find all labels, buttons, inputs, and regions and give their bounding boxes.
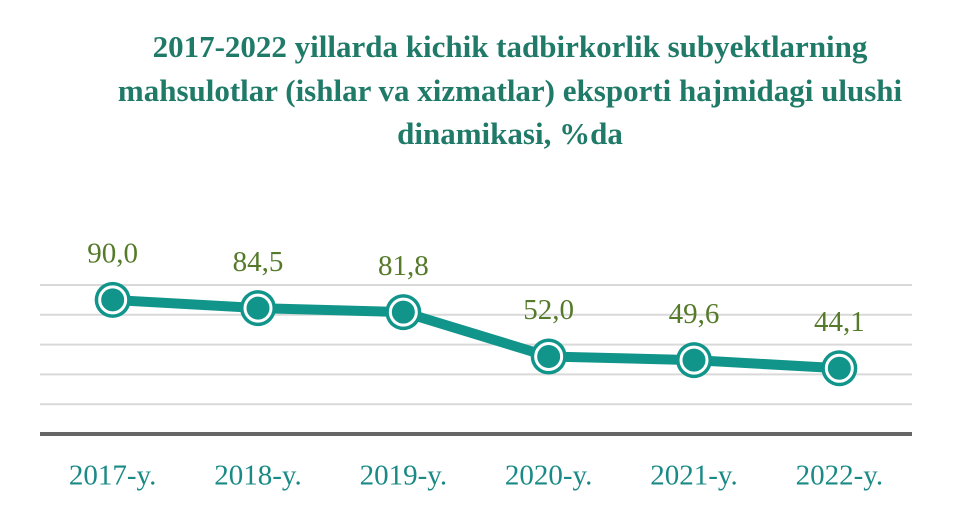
x-tick-label: 2020-y.	[505, 460, 593, 492]
marker-ring	[679, 345, 709, 375]
x-tick-label: 2022-y.	[796, 460, 884, 492]
marker-ring	[388, 297, 418, 327]
marker-ring	[243, 293, 273, 323]
value-label: 90,0	[87, 238, 138, 270]
x-tick-label: 2019-y.	[360, 460, 448, 492]
chart-title: mahsulotlar (ishlar va xizmatlar) ekspor…	[118, 73, 903, 108]
x-tick-label: 2017-y.	[69, 460, 157, 492]
chart-title: dinamikasi, %da	[397, 116, 623, 151]
x-tick-label: 2018-y.	[214, 460, 302, 492]
marker-ring	[824, 353, 854, 383]
chart-title: 2017-2022 yillarda kichik tadbirkorlik s…	[153, 29, 868, 64]
value-label: 81,8	[378, 250, 429, 282]
marker-ring	[534, 342, 564, 372]
value-label: 84,5	[233, 246, 284, 278]
value-label: 44,1	[814, 306, 865, 338]
marker-ring	[98, 285, 128, 315]
line	[112, 294, 840, 374]
value-label: 52,0	[523, 294, 574, 326]
x-tick-label: 2021-y.	[650, 460, 738, 492]
value-label: 49,6	[669, 298, 720, 330]
